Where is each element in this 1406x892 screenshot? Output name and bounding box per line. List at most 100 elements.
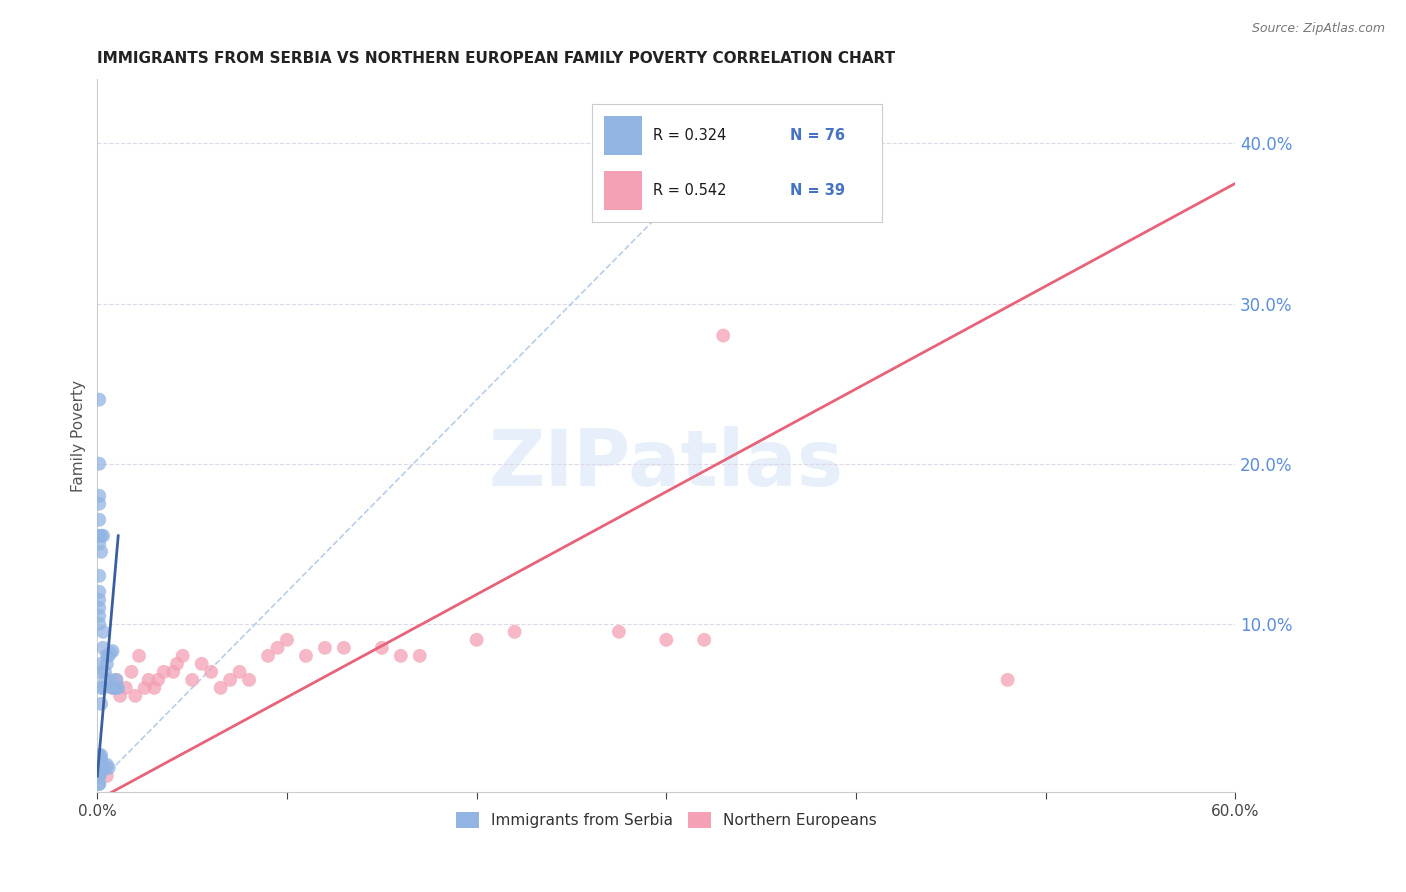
Point xyxy=(89,755,111,769)
Point xyxy=(94,761,117,775)
Point xyxy=(96,757,118,772)
Point xyxy=(190,657,212,671)
Point xyxy=(276,632,298,647)
Point xyxy=(91,624,114,639)
Point xyxy=(89,761,111,775)
Point xyxy=(138,673,160,687)
Point xyxy=(89,764,111,779)
Point xyxy=(143,681,166,695)
Point xyxy=(89,769,111,783)
Point xyxy=(238,673,260,687)
Point xyxy=(90,657,112,671)
Point xyxy=(91,640,114,655)
Point xyxy=(89,608,111,623)
Point xyxy=(503,624,526,639)
Text: Source: ZipAtlas.com: Source: ZipAtlas.com xyxy=(1251,22,1385,36)
Point xyxy=(89,600,111,615)
Point xyxy=(89,765,111,780)
Point xyxy=(89,777,111,791)
Point xyxy=(89,761,111,775)
Point xyxy=(89,568,111,582)
Point xyxy=(100,646,122,660)
Point xyxy=(89,529,111,543)
Point xyxy=(200,665,222,679)
Point xyxy=(693,632,716,647)
Point xyxy=(124,689,146,703)
Point xyxy=(89,753,111,767)
Point xyxy=(96,769,118,783)
Point xyxy=(333,640,356,655)
Point xyxy=(90,529,112,543)
Point xyxy=(89,764,111,779)
Point xyxy=(90,748,112,763)
Point xyxy=(89,765,111,780)
Point xyxy=(89,751,111,765)
Point xyxy=(101,644,124,658)
Point xyxy=(228,665,250,679)
Point xyxy=(89,767,111,781)
Point xyxy=(134,681,156,695)
Point xyxy=(89,777,111,791)
Text: ZIPatlas: ZIPatlas xyxy=(489,426,844,502)
Point xyxy=(465,632,488,647)
Point xyxy=(89,537,111,551)
Point xyxy=(89,748,111,763)
Point xyxy=(89,616,111,631)
Point xyxy=(162,665,184,679)
Point xyxy=(89,763,111,777)
Point xyxy=(105,681,128,695)
Point xyxy=(97,648,120,663)
Point xyxy=(89,489,111,503)
Legend: Immigrants from Serbia, Northern Europeans: Immigrants from Serbia, Northern Europea… xyxy=(450,806,883,834)
Point xyxy=(90,761,112,775)
Point xyxy=(89,592,111,607)
Point xyxy=(90,757,112,772)
Point xyxy=(89,765,111,780)
Point xyxy=(114,681,136,695)
Point xyxy=(90,545,112,559)
Point xyxy=(90,755,112,769)
Point xyxy=(121,665,143,679)
Point xyxy=(101,681,124,695)
Point xyxy=(103,681,125,695)
Point xyxy=(89,756,111,771)
Point xyxy=(89,513,111,527)
Point xyxy=(89,759,111,773)
Point xyxy=(105,673,128,687)
Point xyxy=(89,761,111,775)
Point xyxy=(209,681,232,695)
Point xyxy=(96,657,118,671)
Point xyxy=(219,673,242,687)
Point xyxy=(90,665,112,679)
Point xyxy=(128,648,150,663)
Point xyxy=(94,673,117,687)
Point xyxy=(89,767,111,781)
Point xyxy=(89,392,111,407)
Point xyxy=(89,764,111,779)
Point xyxy=(89,757,111,772)
Point xyxy=(89,749,111,764)
Point xyxy=(89,757,111,772)
Point xyxy=(94,665,117,679)
Point xyxy=(90,764,112,779)
Point xyxy=(91,529,114,543)
Point xyxy=(105,673,128,687)
Point xyxy=(314,640,336,655)
Point xyxy=(97,761,120,775)
Point xyxy=(166,657,188,671)
Point xyxy=(181,673,204,687)
Point xyxy=(89,584,111,599)
Point xyxy=(409,648,432,663)
Point xyxy=(389,648,412,663)
Point xyxy=(89,763,111,777)
Point xyxy=(257,648,280,663)
Point xyxy=(655,632,678,647)
Point xyxy=(371,640,394,655)
Point xyxy=(89,763,111,777)
Point xyxy=(89,457,111,471)
Point xyxy=(108,689,131,703)
Point xyxy=(91,681,114,695)
Point xyxy=(152,665,174,679)
Point xyxy=(89,761,111,775)
Point xyxy=(266,640,288,655)
